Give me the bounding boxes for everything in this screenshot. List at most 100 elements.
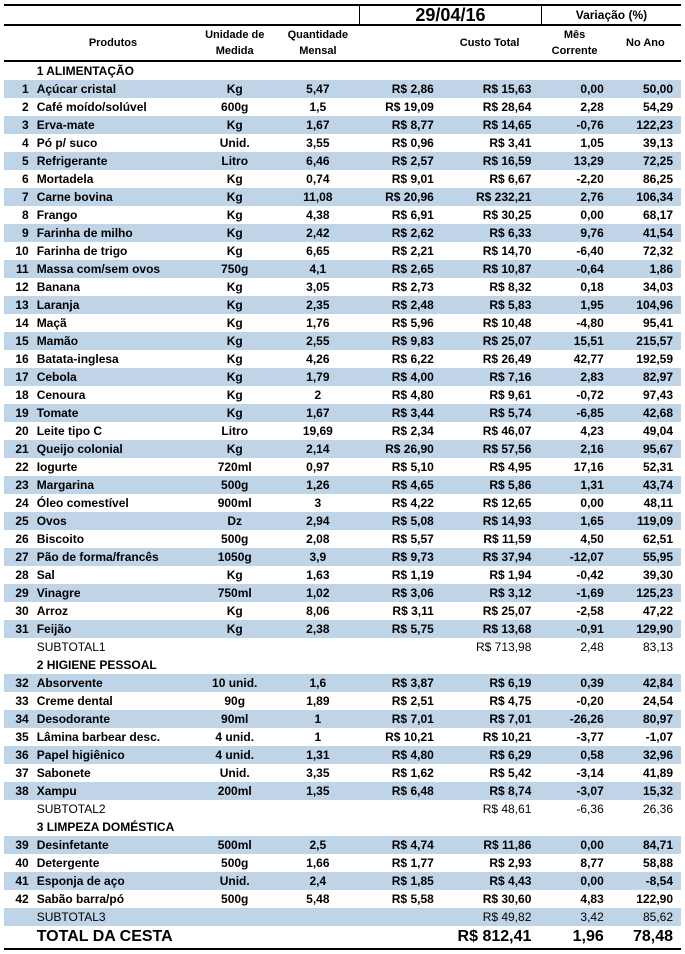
table-row: 27Pão de forma/francês1050g3,9R$ 9,73R$ … [4, 548, 681, 566]
section-title: 3 LIMPEZA DOMÉSTICA [33, 818, 681, 836]
table-row: 34Desodorante90ml1R$ 7,01R$ 7,01-26,2680… [4, 710, 681, 728]
unit-cost: R$ 2,62 [360, 224, 444, 242]
unit-cost: R$ 2,86 [360, 80, 444, 98]
subtotal-cost: R$ 49,82 [444, 908, 542, 926]
product-name: Café moído/solúvel [33, 98, 194, 116]
row-number: 6 [4, 170, 33, 188]
unit-cost: R$ 5,08 [360, 512, 444, 530]
unit: 4 unid. [193, 728, 276, 746]
col-ano: No Ano [614, 25, 681, 61]
table-row: 41Esponja de açoUnid.2,4R$ 1,85R$ 4,430,… [4, 872, 681, 890]
table-row: 42Sabão barra/pó500g5,48R$ 5,58R$ 30,604… [4, 890, 681, 908]
year-variation: 41,89 [614, 764, 681, 782]
row-number: 24 [4, 494, 33, 512]
total-cost: R$ 1,94 [444, 566, 542, 584]
unit: Unid. [193, 134, 276, 152]
subtotal-label: SUBTOTAL2 [33, 800, 194, 818]
year-variation: 125,23 [614, 584, 681, 602]
unit: Kg [193, 296, 276, 314]
table-row: 37SaboneteUnid.3,35R$ 1,62R$ 5,42-3,1441… [4, 764, 681, 782]
month-variation: 1,31 [541, 476, 613, 494]
row-number: 40 [4, 854, 33, 872]
row-number: 37 [4, 764, 33, 782]
month-variation: -0,20 [541, 692, 613, 710]
month-variation: 0,39 [541, 674, 613, 692]
month-variation: -0,42 [541, 566, 613, 584]
month-variation: -6,40 [541, 242, 613, 260]
quantity: 1,26 [276, 476, 359, 494]
quantity: 5,47 [276, 80, 359, 98]
month-variation: 2,28 [541, 98, 613, 116]
table-row: 8FrangoKg4,38R$ 6,91R$ 30,250,0068,17 [4, 206, 681, 224]
unit-cost: R$ 5,58 [360, 890, 444, 908]
unit-cost: R$ 20,96 [360, 188, 444, 206]
product-name: Leite tipo C [33, 422, 194, 440]
product-name: Banana [33, 278, 194, 296]
product-name: Pão de forma/francês [33, 548, 194, 566]
row-number: 4 [4, 134, 33, 152]
quantity: 1,5 [276, 98, 359, 116]
table-row: 24Óleo comestível900ml3R$ 4,22R$ 12,650,… [4, 494, 681, 512]
subtotal-year: 26,36 [614, 800, 681, 818]
row-number: 16 [4, 350, 33, 368]
subtotal-year: 85,62 [614, 908, 681, 926]
quantity: 3,9 [276, 548, 359, 566]
year-variation: 122,90 [614, 890, 681, 908]
year-variation: 72,25 [614, 152, 681, 170]
row-number: 28 [4, 566, 33, 584]
row-number: 7 [4, 188, 33, 206]
header-columns-row: Produtos Unidade deMedida QuantidadeMens… [4, 25, 681, 61]
unit-cost: R$ 2,34 [360, 422, 444, 440]
quantity: 2,94 [276, 512, 359, 530]
product-name: Pó p/ suco [33, 134, 194, 152]
month-variation: -12,07 [541, 548, 613, 566]
quantity: 2 [276, 386, 359, 404]
quantity: 2,38 [276, 620, 359, 638]
month-variation: 0,00 [541, 206, 613, 224]
unit: 500g [193, 854, 276, 872]
unit-cost: R$ 6,48 [360, 782, 444, 800]
unit: Kg [193, 314, 276, 332]
table-row: 23Margarina500g1,26R$ 4,65R$ 5,861,3143,… [4, 476, 681, 494]
unit: Kg [193, 602, 276, 620]
table-row: 7Carne bovinaKg11,08R$ 20,96R$ 232,212,7… [4, 188, 681, 206]
unit: Kg [193, 404, 276, 422]
product-name: Arroz [33, 602, 194, 620]
unit-cost: R$ 3,44 [360, 404, 444, 422]
quantity: 4,26 [276, 350, 359, 368]
quantity: 2,4 [276, 872, 359, 890]
month-variation: 2,76 [541, 188, 613, 206]
row-number: 10 [4, 242, 33, 260]
unit-cost: R$ 7,01 [360, 710, 444, 728]
unit: Unid. [193, 872, 276, 890]
product-name: Maçã [33, 314, 194, 332]
table-row: 28SalKg1,63R$ 1,19R$ 1,94-0,4239,30 [4, 566, 681, 584]
row-number: 27 [4, 548, 33, 566]
month-variation: -3,14 [541, 764, 613, 782]
year-variation: 86,25 [614, 170, 681, 188]
table-row: SUBTOTAL3R$ 49,823,4285,62 [4, 908, 681, 926]
month-variation: -0,76 [541, 116, 613, 134]
month-variation: 0,18 [541, 278, 613, 296]
product-name: Laranja [33, 296, 194, 314]
month-variation: -2,20 [541, 170, 613, 188]
unit-cost: R$ 5,57 [360, 530, 444, 548]
unit: 4 unid. [193, 746, 276, 764]
quantity: 3,55 [276, 134, 359, 152]
unit-cost: R$ 10,21 [360, 728, 444, 746]
price-table-sheet: 29/04/16 Variação (%) Produtos Unidade d… [4, 4, 681, 950]
product-name: Vinagre [33, 584, 194, 602]
product-name: Erva-mate [33, 116, 194, 134]
month-variation: 8,77 [541, 854, 613, 872]
total-cost: R$ 10,48 [444, 314, 542, 332]
total-cost: R$ 5,83 [444, 296, 542, 314]
unit-cost: R$ 1,77 [360, 854, 444, 872]
section-title: 1 ALIMENTAÇÃO [33, 61, 681, 80]
quantity: 11,08 [276, 188, 359, 206]
table-row: 14MaçãKg1,76R$ 5,96R$ 10,48-4,8095,41 [4, 314, 681, 332]
year-variation: -1,07 [614, 728, 681, 746]
total-cost: R$ 28,64 [444, 98, 542, 116]
row-number: 5 [4, 152, 33, 170]
quantity: 1 [276, 710, 359, 728]
product-name: Creme dental [33, 692, 194, 710]
